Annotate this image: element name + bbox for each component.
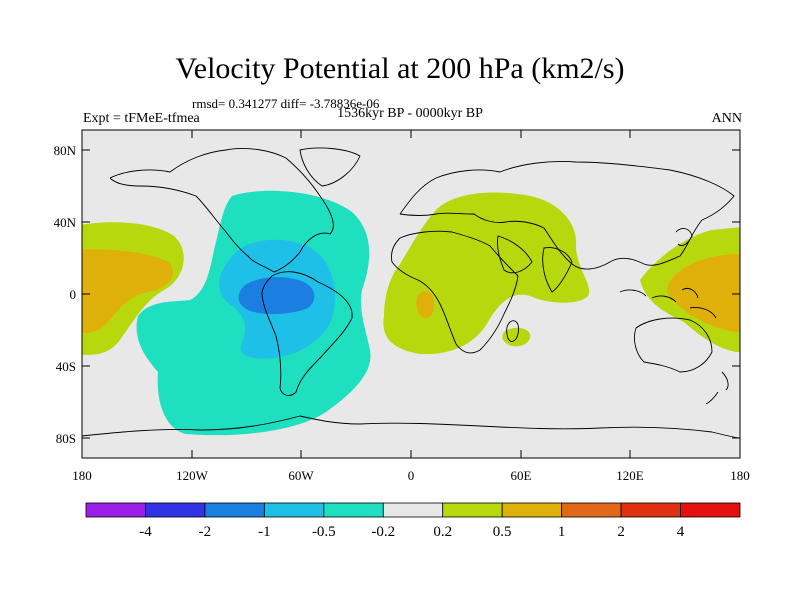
coast-india bbox=[542, 247, 573, 293]
colorbar-swatch bbox=[680, 502, 741, 518]
colorbar-label: 0.5 bbox=[493, 524, 512, 540]
colorbar: -4 -2 -1 -0.5 -0.2 0.2 0.5 1 2 4 bbox=[85, 502, 741, 540]
map-title: Velocity Potential at 200 hPa (km2/s) bbox=[175, 52, 625, 85]
contour-fields bbox=[82, 190, 740, 436]
lon-label-120e: 120E bbox=[616, 468, 644, 483]
coast-indonesia bbox=[619, 287, 717, 319]
colorbar-label: -0.2 bbox=[371, 524, 395, 540]
contour-orange-central-pacific bbox=[82, 249, 174, 334]
colorbar-label: 1 bbox=[558, 524, 566, 540]
lon-label-60w: 60W bbox=[288, 468, 314, 483]
coast-greenland bbox=[299, 147, 361, 187]
lat-tick-marks bbox=[82, 149, 740, 439]
lon-label-180e: 180 bbox=[730, 468, 750, 483]
lat-label-80s: 80S bbox=[56, 431, 76, 446]
contour-blue-americas bbox=[238, 277, 315, 315]
coast-antarctica bbox=[82, 415, 740, 439]
colorbar-label: 0.2 bbox=[433, 524, 452, 540]
coast-new-zealand bbox=[705, 371, 729, 405]
colorbar-label: 4 bbox=[677, 524, 685, 540]
colorbar-label: -4 bbox=[139, 524, 152, 540]
colorbar-swatch bbox=[620, 502, 681, 518]
contour-orange-west-pacific bbox=[667, 254, 740, 332]
coast-arabia bbox=[497, 235, 533, 274]
lon-label-120w: 120W bbox=[176, 468, 209, 483]
lon-tick-marks bbox=[81, 130, 741, 458]
coastlines bbox=[82, 147, 740, 439]
colorbar-swatch bbox=[263, 502, 325, 518]
colorbar-swatch bbox=[501, 502, 563, 518]
colorbar-label: -0.5 bbox=[312, 524, 336, 540]
lon-label-60e: 60E bbox=[511, 468, 532, 483]
coast-japan bbox=[675, 228, 693, 247]
lat-label-80n: 80N bbox=[54, 143, 77, 158]
coast-south-america bbox=[261, 271, 353, 396]
colorbar-swatch bbox=[442, 502, 503, 518]
lat-label-40s: 40S bbox=[56, 359, 76, 374]
contour-orange-africa bbox=[416, 291, 435, 319]
lon-label-0: 0 bbox=[408, 468, 415, 483]
stats-text: rmsd= 0.341277 diff= -3.78836e-06 bbox=[192, 96, 380, 111]
coast-north-america bbox=[109, 147, 334, 273]
contour-green-africa bbox=[383, 192, 590, 355]
experiment-label: Expt = tFMeE-tfmea bbox=[83, 111, 200, 126]
colorbar-label: 2 bbox=[617, 524, 625, 540]
colorbar-label: -1 bbox=[258, 524, 271, 540]
colorbar-swatch bbox=[145, 502, 206, 518]
colorbar-label: -2 bbox=[199, 524, 212, 540]
period-label: 1536kyr BP - 0000kyr BP bbox=[337, 106, 483, 121]
season-label: ANN bbox=[711, 111, 742, 126]
colorbar-swatch bbox=[204, 502, 265, 518]
contour-green-madagascar bbox=[502, 327, 531, 347]
lat-label-40n: 40N bbox=[54, 215, 77, 230]
coast-eurasia bbox=[399, 161, 735, 270]
coast-madagascar bbox=[506, 320, 519, 342]
coast-australia bbox=[633, 317, 713, 373]
lat-label-eq: 0 bbox=[70, 287, 77, 302]
lon-label-180w: 180 bbox=[72, 468, 92, 483]
colorbar-swatch bbox=[323, 502, 384, 518]
coast-africa bbox=[391, 230, 519, 354]
colorbar-swatch bbox=[382, 502, 444, 518]
colorbar-swatch bbox=[85, 502, 146, 518]
colorbar-swatch bbox=[561, 502, 622, 518]
